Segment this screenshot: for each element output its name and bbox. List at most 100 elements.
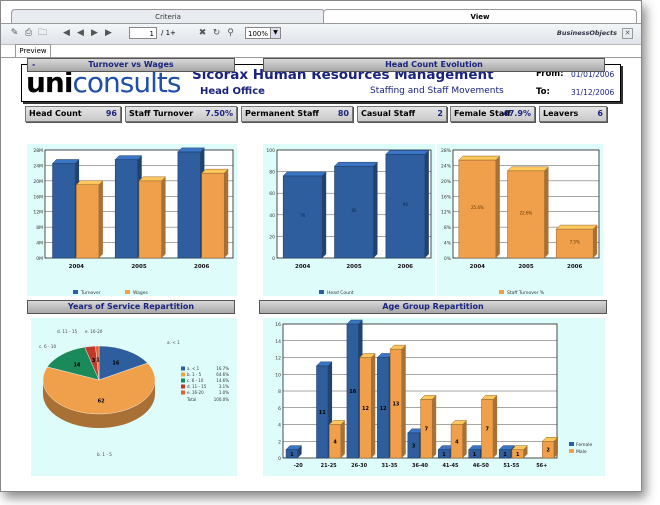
age-group-legend-label: Male [576,449,587,455]
age-group-xtick: 26-30 [351,463,368,469]
close-icon[interactable]: ✕ [622,28,633,39]
age-group-legend-swatch [569,449,574,453]
last-page-icon[interactable]: ▶ [105,28,112,38]
years-service-total-label: Total [186,397,196,402]
age-group-xtick: 46-50 [473,463,490,469]
from-date: 01/01/2006 [571,70,615,79]
turnover-wages-bar-top [138,176,167,182]
export-icon[interactable]: ✎ [10,28,19,38]
years-service-slice [98,345,148,381]
page-number-input[interactable]: 1 [129,27,157,39]
report-page: uniconsults Sicorax Human Resources Mana… [1,57,641,491]
age-group-bar-side [401,345,406,458]
staff-turnover-bar-side [495,156,500,258]
turnover-wages-bar-side [224,169,229,258]
prev-page-icon[interactable]: ◀ [77,28,84,38]
years-service-legend-swatch [181,372,185,377]
folder-icon[interactable]: 🗀 [37,28,47,38]
section-years-service: Years of Service Repartition [27,300,235,314]
headcount-bar-top [282,171,327,177]
age-group-bar-label: 12 [362,406,369,412]
section-turnover-wages: - Turnover vs Wages [27,58,235,72]
zoom-value: 100% [248,30,269,38]
age-group-bar-label: 3 [412,443,416,449]
headcount-bar-top [385,150,430,155]
age-group-chart-ytick: 8 [278,389,281,395]
turnover-wages-bar [52,163,76,259]
age-group-bar-side [432,395,437,458]
turnover-wages-bar-top [75,180,104,185]
years-service-outer-label: e. 16-20 [85,329,103,334]
stop-icon[interactable]: ✖ [198,28,207,38]
age-group-bar-side [371,353,376,458]
years-service-slice [47,346,100,381]
years-service-legend-swatch [181,384,185,389]
staff-turnover-bar-label: 7.5% [570,240,580,245]
next-page-icon[interactable]: ▶ [91,28,98,38]
tab-preview[interactable]: Preview [15,44,51,57]
staff-turnover-xtick: 2005 [518,264,533,270]
turnover-wages-bar-top [201,168,229,174]
report-viewer-window: Criteria View ✎ ⎙ 🗀 ◀ ◀ ▶ ▶ 1 / 1+ ✖ ↻ ⚲… [0,0,642,492]
section-headcount-evolution: Head Count Evolution [263,58,605,72]
age-group-bar-side [462,420,467,458]
tab-criteria[interactable]: Criteria [11,9,325,24]
staff-turnover-chart-ytick: 16% [441,194,452,200]
headcount-chart-ytick: 80 [269,170,275,176]
turnover-wages-legend-swatch [73,290,78,294]
refresh-icon[interactable]: ↻ [212,28,221,38]
headcount-xtick: 2005 [346,264,361,270]
turnover-wages-bar-top [177,147,206,153]
turnover-wages-chart-ytick: 16M [33,194,43,200]
age-group-xtick: 31-35 [382,463,399,469]
from-label: From: [536,69,564,79]
turnover-wages-bar [76,184,100,259]
staff-turnover-chart-ytick: 12% [441,210,452,216]
first-page-icon[interactable]: ◀ [63,28,70,38]
staff-turnover-bar-side [593,225,598,258]
tab-view[interactable]: View [323,9,637,24]
years-service-total-pct: 100.0% [214,397,229,402]
years-service-legend-pct: 1.0% [219,390,229,395]
turnover-wages-bar-side [161,176,166,258]
age-group-xtick: 41-45 [442,463,459,469]
age-group-bar-label: 1 [473,452,477,458]
years-service-slice-label: 14 [73,363,80,369]
age-group-chart-ytick: 0 [278,456,281,462]
to-label: To: [536,87,550,97]
turnover-wages-bar-top [114,155,143,160]
age-group-chart-ytick: 16 [275,322,281,328]
years-service-legend-label: c. 6 - 10 [187,378,204,383]
age-group-bar-label: 11 [319,410,326,416]
headcount-bar [385,154,426,259]
age-group-bar-side [493,395,498,458]
years-service-legend-label: a. < 1 [187,366,200,371]
find-icon[interactable]: ⚲ [227,28,234,38]
section-age-group: Age Group Repartition [259,300,607,314]
view-tabs: Criteria View [1,9,641,24]
turnover-wages-chart-ytick: 20M [33,179,43,185]
staff-turnover-xtick: 2004 [470,264,485,270]
turnover-wages-chart-ytick: 4M [36,241,43,247]
years-service-legend-swatch [181,378,185,383]
staff-turnover-bar-side [544,166,549,258]
years-service-legend-pct: 14.6% [216,378,229,383]
kpi-female-staff: Female Staff 47.9% [450,106,535,122]
age-group-bar-label: 13 [392,402,399,408]
turnover-wages-legend-label: Wages [133,290,149,296]
headcount-legend-label: Head Count [327,290,354,296]
years-service-legend-label: b. 1 - 5 [187,372,202,377]
print-icon[interactable]: ⎙ [24,28,33,38]
staff-turnover-bar [555,228,594,259]
to-date: 31/12/2006 [571,88,615,97]
headcount-chart-ytick: 40 [269,213,275,219]
staff-turnover-bar-label: 25.4% [471,205,484,210]
headcount-xtick: 2004 [295,264,310,270]
age-group-xtick: 21-25 [321,463,338,469]
staff-turnover-bar [507,170,545,259]
chevron-down-icon[interactable]: ▼ [270,28,280,38]
age-group-legend-label: Female [576,442,593,448]
headcount-bar-top [333,161,379,167]
zoom-select[interactable]: 100% ▼ [245,27,281,39]
staff-turnover-bar-top [506,166,550,172]
